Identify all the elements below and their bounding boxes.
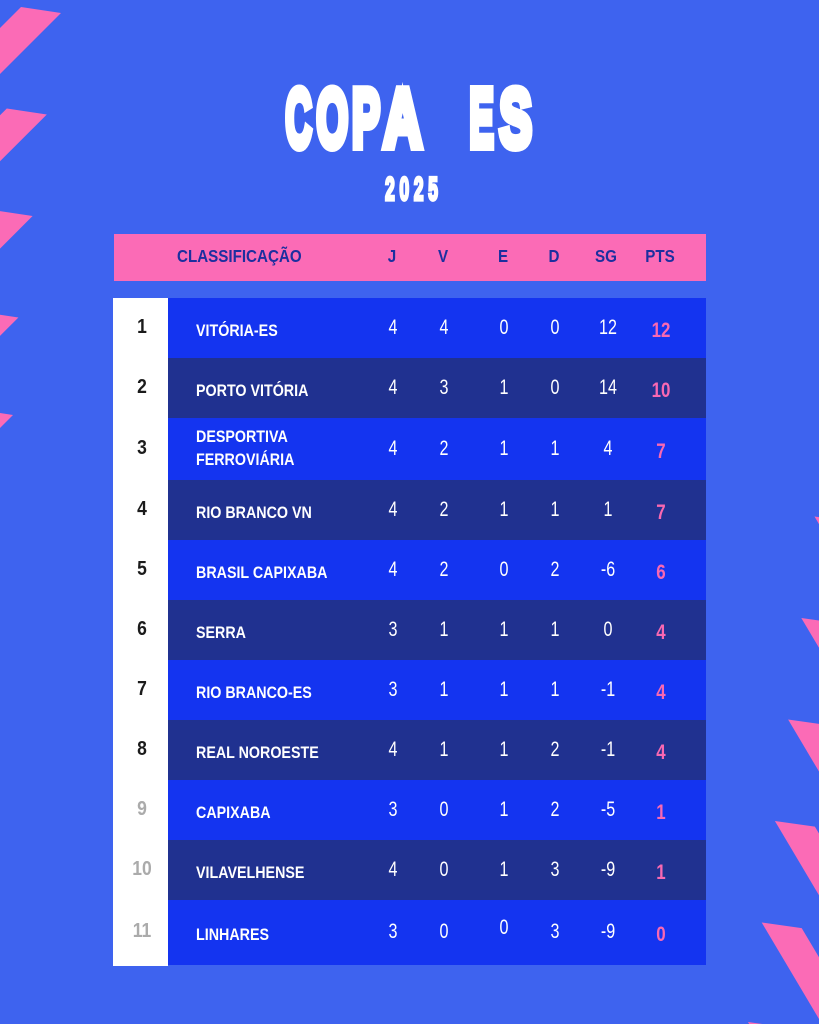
svg-text:0: 0 — [400, 171, 410, 207]
svg-text:2: 2 — [414, 171, 424, 207]
svg-text:P: P — [352, 72, 380, 164]
svg-text:E: E — [470, 72, 494, 164]
svg-text:5: 5 — [428, 171, 438, 207]
svg-text:S: S — [500, 72, 532, 164]
svg-text:2: 2 — [385, 171, 395, 207]
svg-text:C: C — [286, 72, 312, 164]
svg-text:A: A — [384, 72, 422, 164]
svg-text:O: O — [317, 72, 349, 164]
